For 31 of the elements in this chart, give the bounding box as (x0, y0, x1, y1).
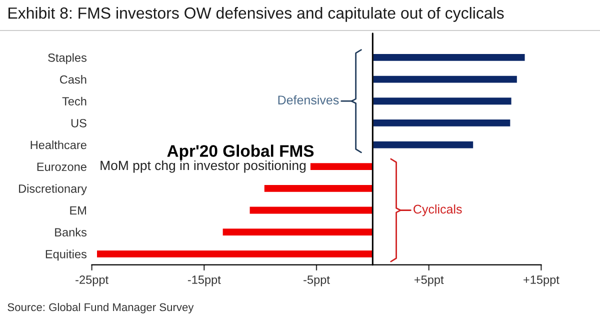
source-note: Source: Global Fund Manager Survey (8, 302, 194, 314)
y-tick-label: Staples (48, 53, 87, 64)
y-tick-label: EM (70, 206, 86, 215)
y-tick-label: Healthcare (30, 140, 86, 150)
x-tick-label: +5ppt (414, 276, 444, 286)
y-tick-label: Tech (62, 96, 86, 106)
x-tick-label: -15ppt (188, 276, 221, 286)
x-tick-label: -25ppt (76, 276, 108, 286)
y-tick-label: Banks (55, 228, 87, 236)
x-tick-label: +15ppt (524, 276, 560, 286)
x-tick-label: -5ppt (304, 276, 330, 286)
bar (263, 184, 374, 194)
y-tick-label: Equities (46, 250, 87, 261)
bar (309, 162, 374, 172)
y-tick-label: US (71, 118, 86, 128)
bar (372, 74, 518, 84)
annotation: Defensives (278, 95, 339, 104)
bar (372, 96, 513, 106)
annotation: MoM ppt chg in investor positioning (100, 160, 306, 173)
bar (372, 52, 526, 62)
y-tick-label: Discretionary (19, 184, 87, 196)
annotation: Cyclicals (414, 204, 462, 216)
bar (221, 227, 374, 237)
annotation: Apr'20 Global FMS (167, 144, 314, 160)
chart-title: Exhibit 8: FMS investors OW defensives and capitulate out of cyclicals (8, 7, 504, 22)
bar (372, 140, 474, 150)
bar (96, 249, 374, 259)
bar (248, 205, 374, 216)
bar (372, 118, 512, 128)
y-tick-label: Cash (60, 75, 86, 84)
y-tick-label: Eurozone (37, 162, 86, 171)
